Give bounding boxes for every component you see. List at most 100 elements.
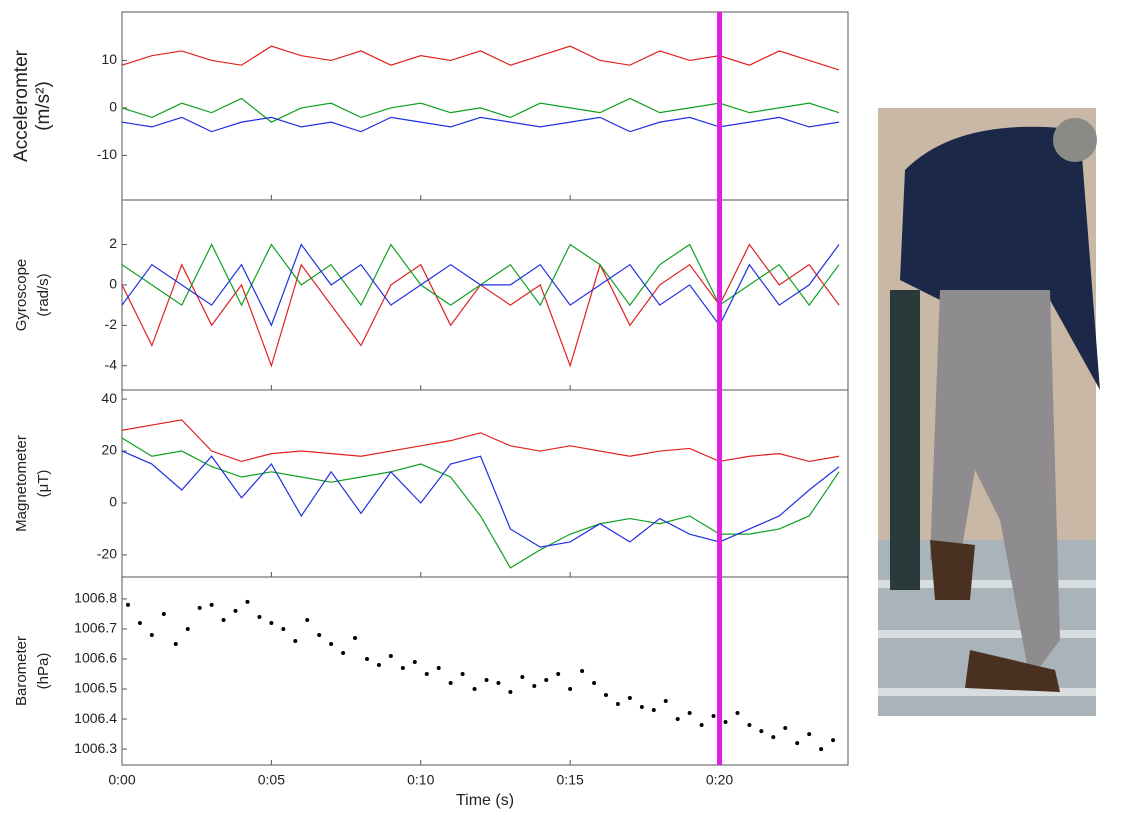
data-point [197,605,202,610]
data-point [221,617,226,622]
data-point [699,723,704,728]
data-point [305,617,310,622]
photo [878,108,1100,716]
y-tick-label: 1006.5 [74,680,117,696]
data-point [137,620,142,625]
data-point [819,747,824,752]
y-tick-label: -20 [97,546,117,562]
x-tick-label: 0:20 [706,772,733,788]
series-line [121,243,840,307]
y-tick-label: 1006.3 [74,740,117,756]
data-point [424,672,429,677]
y-tick-label: -4 [105,356,118,372]
y-axis-label: (hPa) [35,653,52,690]
data-point [281,626,286,631]
data-point [675,717,680,722]
data-point [472,687,477,692]
y-axis-label: (m/s²) [33,81,54,131]
series-line [121,243,840,368]
data-point [341,650,346,655]
data-point [711,714,716,719]
data-point [615,702,620,707]
data-point [663,699,668,704]
x-tick-label: 0:15 [557,772,584,788]
y-tick-label: -2 [105,316,118,332]
y-axis-label: Gyroscope [13,259,30,332]
data-point [376,662,381,667]
data-point [783,726,788,731]
series-line [121,450,840,548]
data-point [771,735,776,740]
data-point [173,641,178,646]
data-point [556,672,561,677]
plot-frame [121,576,849,766]
data-point [161,611,166,616]
data-point [639,705,644,710]
data-point [317,632,322,637]
y-tick-label: 0 [109,276,117,292]
data-point [687,711,692,716]
series-line [121,97,840,123]
data-point [604,693,608,698]
data-point [233,608,238,613]
data-point [125,602,130,607]
data-point [209,602,214,607]
data-point [412,659,417,664]
data-point [520,675,525,680]
y-tick-label: 20 [101,442,117,458]
data-point [592,681,597,686]
series-line [121,419,840,463]
data-point [496,681,501,686]
data-point [747,723,752,728]
data-point [245,599,250,604]
y-tick-label: 1006.8 [74,590,117,606]
series-line [121,116,840,133]
y-tick-label: 10 [101,51,117,67]
data-point [735,711,740,716]
data-point [831,738,836,743]
series-line [121,45,840,71]
data-point [544,678,549,683]
x-axis-label: Time (s) [456,792,514,809]
y-tick-label: 0 [109,99,117,115]
data-point [795,741,800,746]
y-tick-label: 2 [109,235,117,251]
data-point [460,672,465,677]
data-point [568,687,573,692]
data-point [484,678,489,683]
data-point [436,665,441,670]
data-point [269,620,274,625]
y-axis-label: Magnetometer [13,435,30,532]
data-point [807,732,812,737]
y-axis-label: Barometer [13,636,30,706]
data-point [508,690,513,695]
y-tick-label: 1006.4 [74,710,117,726]
y-tick-label: -10 [97,146,117,162]
data-point [627,696,632,701]
plot-frame [121,11,849,201]
data-point [532,684,537,689]
y-axis-label: (μT) [35,470,52,498]
data-point [723,720,728,725]
data-point [448,681,453,686]
x-tick-label: 0:05 [258,772,285,788]
y-axis-label: (rad/s) [35,273,52,316]
plot-frame [121,199,849,391]
y-tick-label: 1006.6 [74,650,117,666]
y-tick-label: 1006.7 [74,620,117,636]
data-point [580,669,585,673]
data-point [364,656,369,661]
y-axis-label: Acceleromter [11,49,32,162]
y-tick-label: 40 [101,390,117,406]
data-point [353,635,358,640]
data-point [329,641,334,646]
data-point [388,653,393,658]
x-tick-label: 0:00 [108,772,135,788]
data-point [293,638,298,643]
data-point [400,665,405,670]
x-tick-label: 0:10 [407,772,434,788]
data-point [149,632,154,637]
data-point [759,729,764,734]
series-line [121,243,840,327]
